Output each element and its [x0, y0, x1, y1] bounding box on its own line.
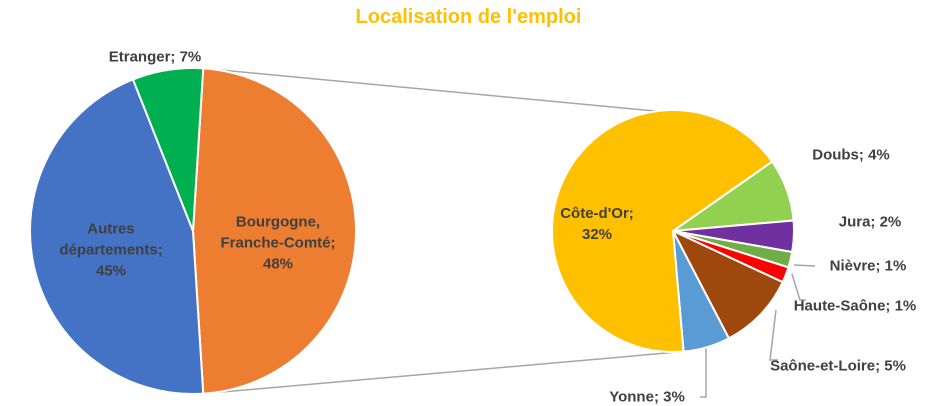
data-label: Saône-et-Loire; 5%: [770, 356, 906, 377]
label-separator: ;: [628, 205, 634, 222]
label-category: Jura: [838, 213, 871, 231]
data-label: Haute-Saône; 1%: [794, 296, 917, 317]
label-separator: ;: [653, 388, 664, 406]
label-category: Saône-et-Loire: [770, 357, 876, 375]
label-value: 32%: [581, 226, 613, 243]
label-category: Bourgogne, Franche-Comté: [220, 213, 331, 252]
leader-line: [793, 264, 816, 267]
label-value: 5%: [884, 357, 906, 375]
label-separator: ;: [858, 146, 869, 164]
label-category: Nièvre: [829, 257, 876, 275]
data-label: Etranger; 7%: [109, 47, 202, 68]
data-label: Côte-d'Or; 32%: [552, 203, 642, 245]
pie-slice: [670, 228, 784, 340]
data-label: Yonne; 3%: [609, 387, 685, 406]
label-category: Yonne: [609, 388, 654, 406]
label-category: Côte-d'Or: [560, 205, 629, 222]
label-category: Doubs: [812, 146, 859, 164]
pie-slice: [551, 109, 774, 353]
label-separator: ;: [875, 357, 885, 375]
label-value: 3%: [663, 388, 685, 406]
pie-slice: [131, 67, 205, 232]
data-label: Jura; 2%: [839, 212, 902, 233]
label-value: 4%: [868, 146, 890, 164]
label-separator: ;: [875, 257, 885, 275]
label-separator: ;: [870, 213, 880, 231]
label-value: 45%: [95, 262, 127, 280]
label-separator: ;: [885, 297, 895, 315]
leader-line: [700, 345, 707, 398]
label-value: 48%: [262, 255, 294, 273]
connector-line: [203, 67, 657, 112]
leader-line: [769, 309, 778, 361]
label-value: 2%: [879, 213, 902, 231]
pie-slice: [29, 78, 205, 395]
label-value: 1%: [894, 297, 917, 315]
data-label: Doubs; 4%: [812, 145, 890, 166]
pie-slice: [191, 67, 357, 395]
data-label: Nièvre; 1%: [830, 256, 907, 277]
chart-title: Localisation de l'emploi: [355, 6, 582, 28]
label-separator: ;: [170, 48, 180, 66]
label-category: Autres départements: [59, 220, 158, 259]
leader-line: [791, 273, 806, 301]
data-label: Bourgogne, Franche-Comté; 48%: [218, 212, 338, 275]
label-category: Etranger: [108, 48, 171, 66]
label-separator: ;: [157, 241, 163, 259]
label-value: 7%: [179, 48, 202, 66]
label-category: Haute-Saône: [793, 297, 886, 315]
label-value: 1%: [884, 257, 907, 275]
connector-line: [203, 350, 684, 395]
label-separator: ;: [330, 234, 336, 252]
data-label: Autres départements; 45%: [57, 219, 165, 282]
